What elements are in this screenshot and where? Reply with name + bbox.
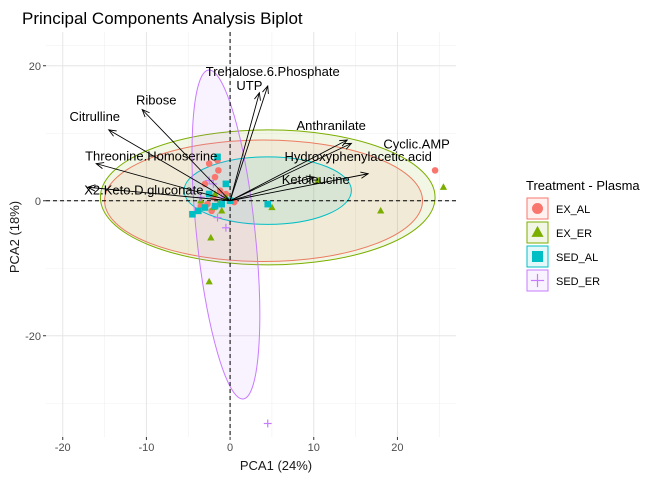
point-sed-er bbox=[213, 213, 222, 222]
x-tick-label: 10 bbox=[308, 442, 320, 454]
x-tick-label: 0 bbox=[227, 442, 233, 454]
loading-label: Cyclic.AMP bbox=[383, 136, 449, 151]
loading-arrow-line bbox=[229, 176, 314, 202]
point-ex-er bbox=[218, 206, 226, 214]
legend-label: EX_AL bbox=[556, 204, 590, 216]
point-sed-er bbox=[205, 176, 214, 185]
point-ex-er bbox=[211, 190, 219, 197]
y-axis-label: PCA2 (18%) bbox=[7, 201, 22, 273]
point-sed-al bbox=[222, 180, 230, 188]
point-sed-al bbox=[218, 200, 226, 208]
point-ex-al bbox=[211, 173, 219, 181]
grid bbox=[46, 32, 456, 437]
point-ex-al bbox=[205, 160, 213, 167]
legend-key-sed-er bbox=[526, 269, 549, 292]
point-ex-er bbox=[268, 203, 276, 211]
legend-key-ex-er bbox=[526, 221, 549, 244]
loading-arrowhead bbox=[254, 91, 261, 101]
point-ex-er bbox=[207, 233, 215, 241]
loading-arrowhead bbox=[262, 84, 269, 95]
loading-label: UTP bbox=[236, 78, 262, 93]
loading-label: Anthranilate bbox=[297, 118, 366, 133]
point-sed-al bbox=[201, 204, 209, 211]
loading-label: X2.Keto.D.gluconate bbox=[84, 182, 203, 197]
confidence-ellipses bbox=[99, 69, 436, 400]
loading-arrowhead bbox=[343, 142, 353, 150]
loading-arrow-line bbox=[229, 92, 260, 201]
loading-arrowhead bbox=[305, 175, 315, 183]
legend-key-symbol bbox=[532, 203, 543, 214]
loading-arrowhead bbox=[107, 129, 117, 137]
loading-arrowhead bbox=[95, 162, 105, 169]
loading-label: Ribose bbox=[136, 93, 176, 108]
legend-key-symbol bbox=[532, 251, 543, 262]
axes: -20 -10 0 10 20 -20 0 20 bbox=[25, 61, 403, 454]
loading-arrow-line bbox=[229, 142, 352, 202]
point-sed-al bbox=[205, 190, 213, 198]
loading-label: Citrulline bbox=[69, 109, 120, 124]
x-tick-label: -10 bbox=[138, 442, 154, 454]
y-tick-label: 0 bbox=[35, 196, 41, 208]
y-tick-label: -20 bbox=[25, 331, 41, 343]
point-sed-al bbox=[214, 153, 221, 161]
legend: Treatment - Plasma EX_AL EX_ER SED_AL SED_E… bbox=[526, 178, 640, 292]
reference-lines bbox=[46, 32, 456, 437]
point-sed-er bbox=[221, 223, 230, 232]
legend-key-symbol bbox=[530, 273, 545, 288]
point-ex-er bbox=[314, 176, 322, 184]
loading-label: Hydroxyphenylacetic.acid bbox=[284, 149, 431, 164]
legend-key-sed-al bbox=[526, 245, 549, 268]
legend-label: SED_ER bbox=[556, 276, 600, 288]
point-sed-er bbox=[263, 419, 272, 428]
x-tick-label: 20 bbox=[391, 442, 403, 454]
loading-label: Trehalose.6.Phosphate bbox=[206, 64, 340, 79]
legend-label: SED_AL bbox=[556, 252, 598, 264]
loading-arrow-line bbox=[229, 85, 269, 201]
legend-label: EX_ER bbox=[556, 228, 592, 240]
point-sed-al bbox=[189, 210, 196, 218]
loading-label: Ketoleucine bbox=[282, 172, 350, 187]
legend-title: Treatment - Plasma bbox=[526, 178, 640, 193]
point-ex-er bbox=[377, 206, 385, 214]
y-tick-label: 20 bbox=[29, 61, 41, 73]
loading-arrowhead bbox=[360, 171, 370, 179]
ellipse-sed-al bbox=[183, 156, 352, 225]
loading-arrow-line bbox=[141, 109, 231, 202]
loading-arrowhead bbox=[141, 108, 150, 118]
loading-arrow-line bbox=[108, 129, 231, 202]
loading-arrow-line bbox=[87, 186, 231, 202]
loading-arrow-line bbox=[229, 139, 348, 202]
x-axis-label: PCA1 (24%) bbox=[240, 458, 312, 473]
point-sed-al bbox=[264, 200, 272, 208]
loading-label: Threonine.Homoserine bbox=[85, 149, 217, 164]
x-tick-label: -20 bbox=[55, 442, 71, 454]
point-ex-er bbox=[439, 183, 448, 190]
point-ex-al bbox=[215, 167, 222, 174]
point-sed-al bbox=[211, 202, 219, 210]
loading-arrow-line bbox=[229, 173, 369, 202]
loading-arrowhead bbox=[86, 184, 96, 192]
legend-key-ex-al bbox=[526, 197, 549, 220]
legend-key-symbol bbox=[531, 225, 544, 237]
chart-title: Principal Components Analysis Biplot bbox=[22, 9, 303, 28]
point-ex-er bbox=[205, 277, 213, 285]
ellipse-ex-er bbox=[99, 129, 436, 266]
loading-arrow-line bbox=[96, 163, 231, 202]
point-sed-al bbox=[194, 207, 202, 215]
point-ex-al bbox=[431, 167, 439, 174]
